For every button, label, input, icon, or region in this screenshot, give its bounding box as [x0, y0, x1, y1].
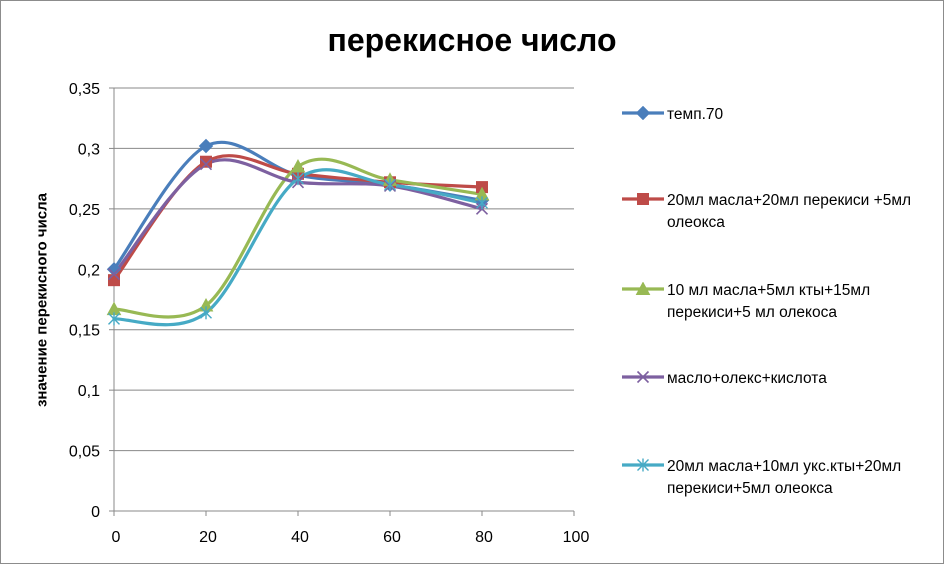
data-point-series-4-stroke	[199, 158, 213, 171]
legend-swatch-marker	[636, 370, 650, 384]
series-line-5	[112, 168, 484, 327]
y-tick-label: 0,2	[78, 262, 100, 279]
legend-label: масло+олекс+кислота	[667, 370, 827, 387]
data-point-series-4-stroke	[107, 268, 121, 281]
legend-swatch-marker-stroke	[636, 370, 650, 384]
data-point-series-4	[199, 158, 213, 171]
legend-swatch-marker	[635, 106, 651, 120]
data-point-series-3	[290, 159, 306, 173]
legend-swatch	[622, 370, 664, 384]
data-point-series-2	[200, 155, 212, 168]
y-tick-label: 0,3	[78, 141, 100, 158]
data-point-series-1	[198, 138, 214, 154]
data-point-series-5	[384, 178, 396, 192]
legend: темп.70 20мл масла+20мл перекиси +5мл оле…	[620, 0, 940, 564]
legend-label: 20мл масла+10мл укс.кты+20мл перекиси+5м…	[667, 458, 902, 497]
x-tick-label: 40	[291, 529, 309, 546]
x-tick-label: 80	[475, 529, 493, 546]
y-tick-label: 0,05	[69, 444, 100, 461]
x-tick-label: 60	[383, 529, 401, 546]
legend-swatch-marker	[635, 282, 651, 295]
chart-title: перекисное число	[327, 22, 617, 58]
legend-label: 20мл масла+20мл перекиси +5мл олеокса	[667, 192, 912, 231]
x-tick-label: 100	[563, 529, 590, 546]
series-line-4	[112, 158, 484, 276]
legend-swatch-marker	[637, 193, 649, 205]
data-point-series-4	[107, 268, 121, 281]
y-tick-label: 0,15	[69, 323, 100, 340]
legend-swatch	[622, 458, 664, 472]
data-point-series-5	[108, 312, 120, 326]
y-tick-label: 0	[91, 504, 100, 521]
data-point-series-5	[476, 196, 488, 210]
y-tick-label: 0,1	[78, 383, 100, 400]
legend-label: 10 мл масла+5мл кты+15мл перекиси+5 мл о…	[667, 282, 871, 321]
legend-swatch	[622, 193, 664, 205]
data-point-series-2	[108, 274, 120, 287]
x-tick-label: 0	[112, 529, 121, 546]
legend-swatch	[622, 282, 664, 295]
data-point-series-5	[200, 306, 212, 320]
y-tick-label: 0,35	[69, 81, 100, 98]
y-tick-label: 0,25	[69, 202, 100, 219]
x-tick-label: 20	[199, 529, 217, 546]
legend-swatch	[622, 106, 664, 120]
gridlines	[114, 87, 574, 452]
axes	[109, 87, 575, 516]
legend-swatch-marker	[637, 458, 649, 472]
data-point-series-5	[292, 172, 304, 186]
series-markers	[106, 138, 490, 326]
tick-labels: 0 0,05 0,1 0,15 0,2 0,25 0,3 0,35 0 20 40 60 80 100	[69, 81, 590, 546]
legend-label: темп.70	[667, 106, 724, 123]
